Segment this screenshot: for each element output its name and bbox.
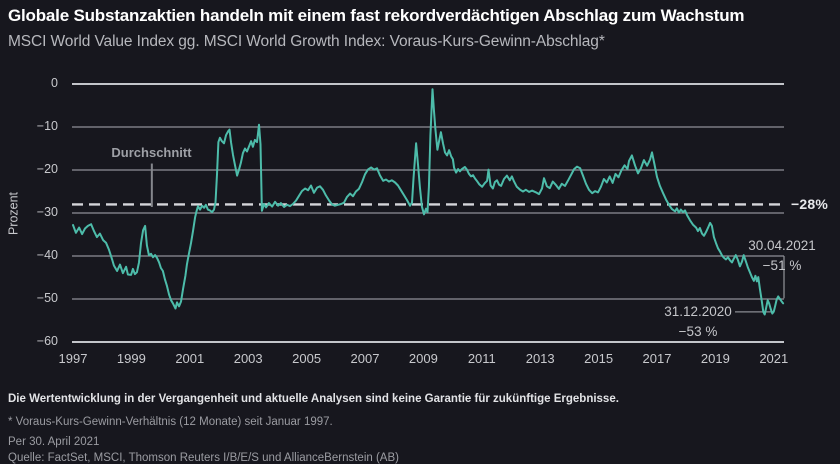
x-tick-label: 1999 bbox=[116, 351, 146, 366]
annotation-date: 31.12.2020 bbox=[664, 304, 732, 319]
annotation-value: −53 % bbox=[678, 324, 718, 339]
value-vs-growth-line bbox=[72, 88, 785, 316]
y-tick-label: −50 bbox=[36, 291, 58, 305]
annotation-date: 30.04.2021 bbox=[748, 238, 816, 253]
x-tick-label: 2019 bbox=[700, 351, 730, 366]
x-tick-label: 2021 bbox=[759, 351, 789, 366]
x-tick-label: 2013 bbox=[525, 351, 555, 366]
x-tick-label: 2015 bbox=[584, 351, 614, 366]
y-tick-label: −10 bbox=[36, 119, 58, 133]
y-tick-label: −20 bbox=[36, 162, 58, 176]
x-tick-label: 2003 bbox=[233, 351, 263, 366]
y-tick-label: −60 bbox=[36, 334, 58, 348]
average-line-label: −28% bbox=[791, 196, 828, 212]
x-tick-label: 1997 bbox=[58, 351, 88, 366]
source-text: Quelle: FactSet, MSCI, Thomson Reuters I… bbox=[8, 452, 399, 464]
as-of-date: Per 30. April 2021 bbox=[8, 436, 100, 448]
disclaimer-text: Die Wertentwicklung in der Vergangenheit… bbox=[8, 393, 619, 405]
y-tick-label: −30 bbox=[36, 205, 58, 219]
x-tick-label: 2011 bbox=[467, 351, 496, 366]
x-tick-label: 2005 bbox=[292, 351, 322, 366]
annotation-value: −51 % bbox=[762, 258, 802, 273]
chart-subtitle: MSCI World Value Index gg. MSCI World Gr… bbox=[8, 33, 605, 50]
y-tick-label: 0 bbox=[51, 76, 58, 90]
chart-title: Globale Substanzaktien handeln mit einem… bbox=[8, 6, 745, 25]
footnote-text: * Voraus-Kurs-Gewinn-Verhältnis (12 Mona… bbox=[8, 416, 333, 428]
annotation-dec-2020: 31.12.2020 −53 % bbox=[647, 302, 749, 342]
x-tick-label: 2007 bbox=[350, 351, 380, 366]
x-tick-label: 2009 bbox=[408, 351, 438, 366]
x-tick-label: 2017 bbox=[642, 351, 672, 366]
average-callout-label: Durchschnitt bbox=[111, 145, 192, 160]
annotation-apr-2021: 30.04.2021 −51 % bbox=[731, 236, 833, 276]
x-tick-label: 2001 bbox=[175, 351, 205, 366]
y-tick-label: −40 bbox=[36, 248, 58, 262]
